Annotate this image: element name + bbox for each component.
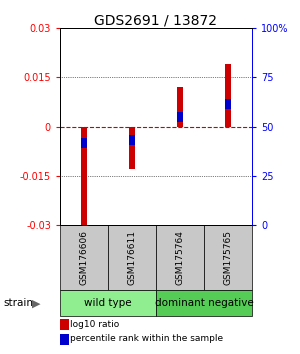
Text: dominant negative: dominant negative — [154, 298, 254, 308]
Text: percentile rank within the sample: percentile rank within the sample — [70, 335, 223, 343]
Text: GSM176606: GSM176606 — [80, 230, 88, 285]
Bar — [108, 225, 156, 290]
Bar — [156, 290, 252, 316]
Text: GSM176611: GSM176611 — [128, 230, 136, 285]
Bar — [60, 319, 69, 330]
Bar — [129, 126, 135, 169]
Bar — [225, 99, 231, 109]
Bar — [225, 64, 231, 126]
Text: strain: strain — [3, 298, 33, 308]
Bar — [81, 126, 87, 228]
Text: ▶: ▶ — [32, 298, 40, 308]
Text: GSM175765: GSM175765 — [224, 230, 232, 285]
Bar — [177, 87, 183, 126]
Bar — [60, 334, 69, 346]
Bar — [156, 225, 204, 290]
Bar — [81, 138, 87, 148]
Bar — [129, 135, 135, 144]
Text: log10 ratio: log10 ratio — [70, 320, 119, 329]
Bar — [60, 290, 156, 316]
Bar — [177, 112, 183, 122]
Bar — [60, 225, 108, 290]
Title: GDS2691 / 13872: GDS2691 / 13872 — [94, 13, 218, 27]
Text: GSM175764: GSM175764 — [176, 230, 184, 285]
Text: wild type: wild type — [84, 298, 132, 308]
Bar — [204, 225, 252, 290]
